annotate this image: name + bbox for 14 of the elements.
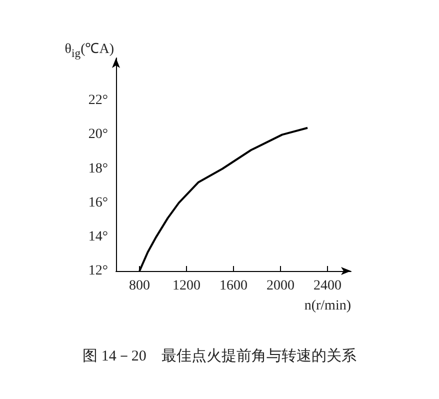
y-tick-label: 20°: [88, 127, 108, 142]
y-tick-label: 22°: [88, 93, 108, 108]
y-tick-label: 16°: [88, 195, 108, 210]
x-tick-label: 2400: [314, 278, 342, 294]
x-axis-title: n(r/min): [304, 298, 352, 314]
x-tick-label: 1600: [220, 278, 248, 294]
y-tick-label: 12°: [88, 264, 108, 278]
y-axis-title: θ$_{ig}$(℃A): [64, 41, 114, 60]
x-tick-label: 2000: [266, 278, 294, 294]
x-tick-label: 800: [129, 278, 150, 294]
x-tick-label: 1200: [172, 278, 200, 294]
y-tick-label: 14°: [88, 229, 108, 244]
y-tick-label: 18°: [88, 161, 108, 176]
text: 图 14－20 最佳点火提前角与转速的关系: [82, 348, 356, 364]
